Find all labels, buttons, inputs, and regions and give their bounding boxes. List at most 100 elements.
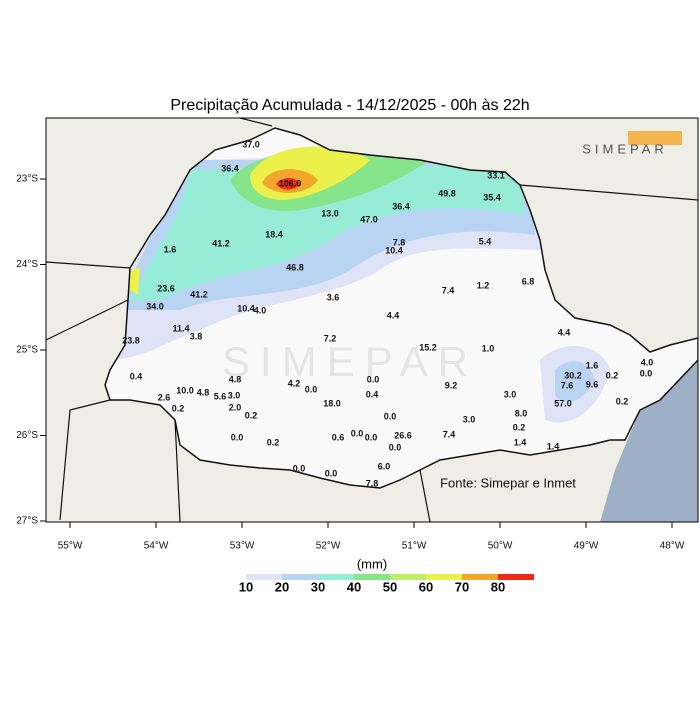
station-value: 1.4 bbox=[514, 437, 527, 447]
station-value: 0.4 bbox=[130, 371, 143, 381]
station-value: 7.2 bbox=[324, 333, 337, 343]
legend-label: 10 bbox=[239, 579, 253, 594]
station-value: 7.4 bbox=[443, 429, 456, 439]
source-note: Fonte: Simepar e Inmet bbox=[440, 475, 576, 490]
station-value: 23.6 bbox=[157, 283, 175, 293]
lon-label: 50°W bbox=[488, 541, 513, 552]
station-value: 7.4 bbox=[442, 285, 455, 295]
legend-swatch bbox=[318, 574, 354, 580]
legend-label: 60 bbox=[419, 579, 433, 594]
station-value: 26.6 bbox=[394, 430, 412, 440]
lat-label: 26°S bbox=[16, 430, 38, 441]
lon-label: 53°W bbox=[230, 541, 255, 552]
station-value: 4.4 bbox=[558, 327, 571, 337]
legend-swatch bbox=[282, 574, 318, 580]
legend-label: 70 bbox=[455, 579, 469, 594]
station-value: 0.6 bbox=[332, 432, 345, 442]
lon-label: 54°W bbox=[144, 541, 169, 552]
borders bbox=[46, 118, 698, 522]
station-value: 0.0 bbox=[367, 374, 380, 384]
station-value: 3.0 bbox=[463, 414, 476, 424]
rain-field bbox=[105, 128, 698, 488]
station-value: 4.4 bbox=[387, 310, 400, 320]
station-value: 7.8 bbox=[393, 237, 406, 247]
station-value: 0.2 bbox=[172, 403, 185, 413]
station-value: 0.0 bbox=[365, 432, 378, 442]
legend-swatch bbox=[390, 574, 426, 580]
lon-label: 49°W bbox=[574, 541, 599, 552]
station-value: 36.4 bbox=[392, 201, 410, 211]
station-value: 0.0 bbox=[305, 384, 318, 394]
legend-label: 50 bbox=[383, 579, 397, 594]
station-value: 0.2 bbox=[606, 370, 619, 380]
station-value: 8.0 bbox=[515, 408, 528, 418]
station-value: 35.4 bbox=[483, 192, 501, 202]
station-value: 0.2 bbox=[267, 437, 280, 447]
station-value: 23.8 bbox=[122, 335, 140, 345]
legend-label: 40 bbox=[347, 579, 361, 594]
station-value: 36.4 bbox=[221, 163, 239, 173]
station-value: 1.0 bbox=[482, 343, 495, 353]
legend-swatch bbox=[354, 574, 390, 580]
station-value: 3.8 bbox=[190, 331, 203, 341]
station-value: 6.0 bbox=[378, 461, 391, 471]
station-value: 33.1 bbox=[487, 170, 505, 180]
station-value: 0.0 bbox=[389, 442, 402, 452]
station-value: 37.0 bbox=[242, 139, 260, 149]
lat-label: 25°S bbox=[16, 345, 38, 356]
station-value: 57.0 bbox=[554, 398, 572, 408]
legend-label: 20 bbox=[275, 579, 289, 594]
station-value: 5.4 bbox=[479, 236, 492, 246]
station-value: 6.8 bbox=[522, 276, 535, 286]
legend-label: 80 bbox=[491, 579, 505, 594]
station-value: 0.2 bbox=[245, 410, 258, 420]
map-title: Precipitação Acumulada - 14/12/2025 - 00… bbox=[170, 97, 529, 114]
station-value: 1.6 bbox=[586, 360, 599, 370]
station-value: 0.0 bbox=[351, 428, 364, 438]
station-value: 13.0 bbox=[321, 208, 339, 218]
station-value: 10.4 bbox=[385, 245, 403, 255]
station-value: 9.6 bbox=[586, 379, 599, 389]
station-value: 11.4 bbox=[172, 323, 189, 333]
lon-label: 55°W bbox=[58, 541, 83, 552]
station-value: 0.0 bbox=[231, 432, 244, 442]
station-value: 4.2 bbox=[288, 378, 301, 388]
station-value: 3.0 bbox=[228, 390, 241, 400]
station-value: 15.2 bbox=[419, 342, 437, 352]
station-value: 18.4 bbox=[265, 229, 283, 239]
station-value: 10.0 bbox=[176, 385, 194, 395]
station-value: 0.0 bbox=[325, 468, 338, 478]
station-value: 47.0 bbox=[360, 214, 378, 224]
station-value: 0.0 bbox=[640, 368, 653, 378]
station-value: 49.8 bbox=[438, 188, 456, 198]
station-value: 41.2 bbox=[190, 289, 208, 299]
lat-label: 23°S bbox=[16, 174, 38, 185]
station-value: 0.4 bbox=[366, 389, 379, 399]
logo-text: SIMEPAR bbox=[582, 141, 668, 156]
station-value: 4.8 bbox=[229, 374, 242, 384]
station-value: 106.0 bbox=[279, 178, 302, 188]
station-value: 18.0 bbox=[323, 398, 341, 408]
station-value: 30.2 bbox=[564, 370, 582, 380]
logo-mark bbox=[628, 131, 682, 145]
map-area: SIMEPAR bbox=[46, 118, 698, 522]
station-value: 5.6 bbox=[214, 391, 227, 401]
lon-label: 51°W bbox=[402, 541, 427, 552]
station-value: 1.4 bbox=[547, 441, 560, 451]
station-value: 4.0 bbox=[641, 357, 654, 367]
legend-swatch bbox=[426, 574, 462, 580]
station-value: 2.0 bbox=[229, 402, 242, 412]
station-value: 2.6 bbox=[158, 392, 171, 402]
watermark: SIMEPAR bbox=[222, 338, 478, 385]
station-value: 34.0 bbox=[146, 301, 164, 311]
legend-swatch bbox=[210, 574, 246, 580]
station-value: 46.8 bbox=[286, 262, 304, 272]
station-value: 0.2 bbox=[616, 396, 629, 406]
legend-swatch bbox=[498, 574, 534, 580]
legend-unit: (mm) bbox=[357, 556, 387, 571]
station-value: 7.8 bbox=[366, 478, 379, 488]
station-value: 0.0 bbox=[293, 463, 306, 473]
station-value: 3.0 bbox=[504, 389, 517, 399]
legend-swatch bbox=[462, 574, 498, 580]
